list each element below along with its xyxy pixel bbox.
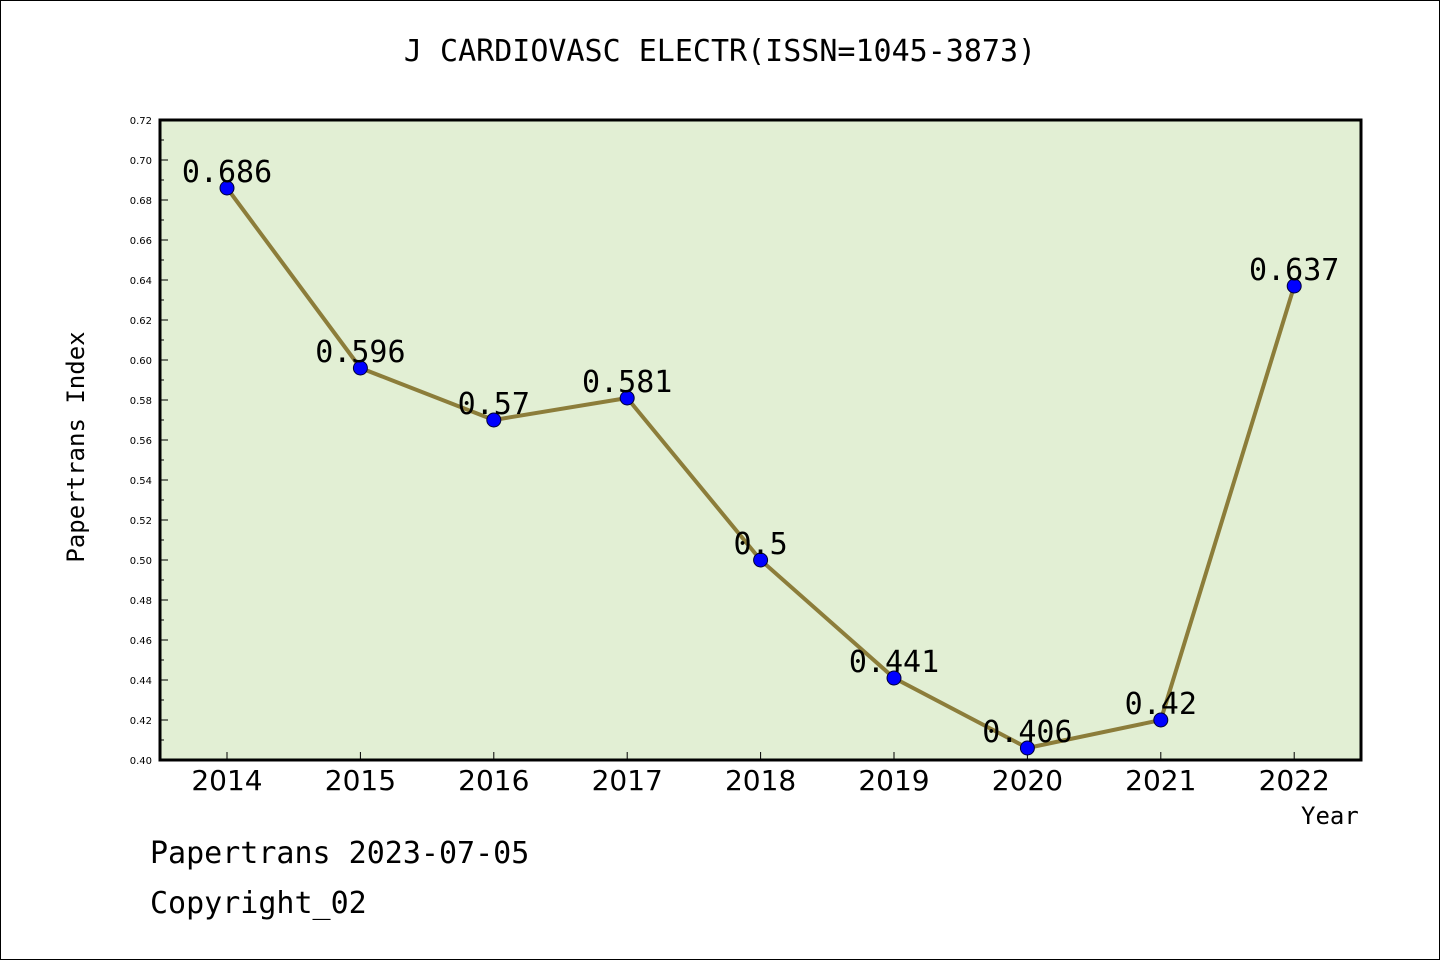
y-tick-label: 0.66 (130, 236, 152, 247)
data-point-marker (886, 670, 902, 686)
y-tick-label: 0.50 (130, 556, 152, 567)
data-label: 0.596 (315, 335, 405, 370)
y-tick-label: 0.70 (130, 156, 152, 167)
data-label: 0.441 (849, 645, 939, 680)
x-tick-label: 2019 (858, 764, 929, 797)
footer-copyright: Copyright_02 (150, 886, 367, 921)
y-tick-label: 0.72 (130, 116, 152, 127)
data-point-marker (1153, 712, 1169, 728)
y-tick-label: 0.46 (130, 636, 152, 647)
data-label: 0.5 (734, 527, 788, 562)
data-point-marker (1286, 278, 1302, 294)
x-tick-label: 2016 (458, 764, 529, 797)
y-tick-label: 0.62 (130, 316, 152, 327)
footer-date: Papertrans 2023-07-05 (150, 836, 530, 871)
x-axis: 2014 2015 2016 2017 2018 2019 2020 2021 2022 (191, 752, 1330, 797)
data-label: 0.637 (1249, 253, 1339, 288)
series-markers (219, 180, 1302, 756)
x-tick-label: 2015 (325, 764, 396, 797)
data-label: 0.686 (182, 155, 272, 190)
chart-title: J CARDIOVASC ELECTR(ISSN=1045-3873) (403, 34, 1037, 69)
x-tick-label: 2014 (191, 764, 262, 797)
data-point-marker (1019, 740, 1035, 756)
y-tick-label: 0.52 (130, 516, 152, 527)
x-tick-label: 2018 (725, 764, 796, 797)
x-tick-label: 2021 (1125, 764, 1196, 797)
y-axis: 0.40 0.42 0.44 0.46 0.48 0.50 0.52 0.54 0.56 0.58… (130, 116, 168, 767)
data-point-marker (753, 552, 769, 568)
plot-border (158, 118, 1363, 762)
y-tick-label: 0.64 (130, 276, 152, 287)
y-tick-label: 0.60 (130, 356, 152, 367)
x-tick-label: 2022 (1259, 764, 1330, 797)
x-tick-label: 2020 (992, 764, 1063, 797)
y-tick-label: 0.48 (130, 596, 152, 607)
y-axis-label: Papertrans Index (62, 331, 90, 563)
data-point-marker (619, 390, 635, 406)
y-tick-label: 0.58 (130, 396, 152, 407)
data-labels: 0.686 0.596 0.57 0.581 0.5 0.441 0.406 0.42 0.63… (182, 155, 1340, 750)
y-tick-label: 0.40 (130, 756, 152, 767)
y-tick-label: 0.56 (130, 436, 152, 447)
data-point-marker (486, 412, 502, 428)
data-label: 0.581 (582, 365, 672, 400)
plot-area (160, 120, 1361, 760)
x-tick-label: 2017 (592, 764, 663, 797)
y-tick-label: 0.68 (130, 196, 152, 207)
x-axis-label: Year (1301, 802, 1359, 830)
data-point-marker (219, 180, 235, 196)
data-label: 0.406 (982, 715, 1072, 750)
data-point-marker (352, 360, 368, 376)
y-tick-label: 0.54 (130, 476, 152, 487)
y-tick-label: 0.42 (130, 716, 152, 727)
y-tick-label: 0.44 (130, 676, 152, 687)
data-label: 0.42 (1125, 687, 1197, 722)
data-label: 0.57 (458, 387, 530, 422)
